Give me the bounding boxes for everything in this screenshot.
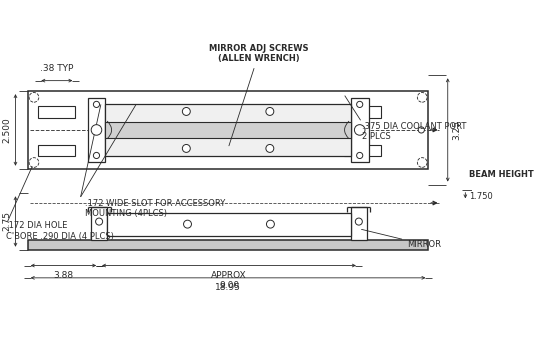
Circle shape [29, 158, 39, 167]
Bar [107, 213, 351, 236]
Bar [88, 98, 105, 161]
Text: .172 WIDE SLOT FOR ACCESSORY
MOUNTING (4PLCS): .172 WIDE SLOT FOR ACCESSORY MOUNTING (4… [85, 199, 225, 218]
Bar [91, 207, 107, 240]
Circle shape [266, 108, 274, 115]
Bar [351, 98, 368, 161]
Text: 3.88: 3.88 [53, 271, 74, 280]
Bar [351, 207, 367, 240]
Text: MIRROR: MIRROR [362, 230, 441, 249]
Circle shape [355, 218, 363, 225]
Text: 2.500: 2.500 [2, 117, 11, 143]
Text: 18.95: 18.95 [215, 283, 241, 292]
Circle shape [91, 125, 102, 135]
Circle shape [183, 108, 190, 115]
Circle shape [93, 152, 99, 159]
Circle shape [31, 94, 37, 100]
Bar [38, 145, 75, 156]
Bar [105, 122, 351, 138]
Circle shape [266, 220, 274, 228]
Text: .172 DIA HOLE
C'BORE .290 DIA (4 PLCS): .172 DIA HOLE C'BORE .290 DIA (4 PLCS) [6, 222, 114, 241]
Circle shape [418, 127, 425, 133]
Circle shape [418, 93, 427, 102]
Circle shape [418, 158, 427, 167]
Bar [28, 240, 428, 250]
Bar [344, 145, 381, 156]
Circle shape [357, 101, 363, 108]
Circle shape [183, 144, 190, 152]
Text: MIRROR ADJ SCREWS
(ALLEN WRENCH): MIRROR ADJ SCREWS (ALLEN WRENCH) [209, 44, 309, 146]
Circle shape [419, 94, 425, 100]
Text: 2.75: 2.75 [2, 211, 11, 231]
Text: BEAM HEIGHT: BEAM HEIGHT [469, 170, 533, 179]
Circle shape [93, 101, 99, 108]
Text: .38 TYP: .38 TYP [40, 64, 74, 73]
Circle shape [355, 125, 365, 135]
Bar [344, 106, 381, 118]
Circle shape [419, 159, 425, 165]
Circle shape [357, 152, 363, 159]
Text: APPROX
9.00: APPROX 9.00 [211, 271, 247, 290]
Bar [38, 106, 75, 118]
Text: 3.25: 3.25 [452, 120, 461, 140]
Circle shape [266, 144, 274, 152]
Text: .375 DIA COOLANT PORT
2 PLCS: .375 DIA COOLANT PORT 2 PLCS [363, 122, 467, 142]
Text: 1.750: 1.750 [469, 191, 493, 201]
Circle shape [96, 218, 103, 225]
Bar [105, 104, 351, 156]
Circle shape [31, 159, 37, 165]
Circle shape [29, 93, 39, 102]
Circle shape [184, 220, 192, 228]
Bar [28, 91, 428, 169]
